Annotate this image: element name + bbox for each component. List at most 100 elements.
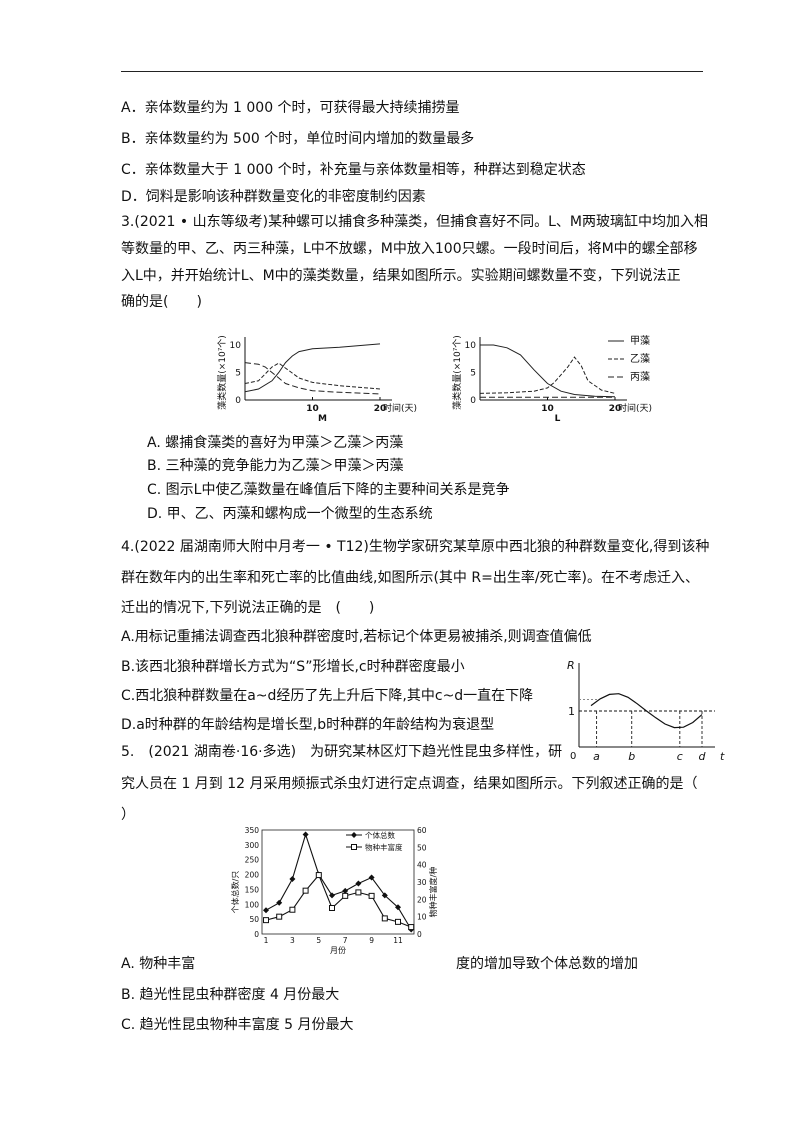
y2-tick-label: 60 xyxy=(417,826,427,835)
y-tick-label: 100 xyxy=(245,900,260,909)
y-tick-label: 0 xyxy=(470,396,476,406)
series-line-1 xyxy=(480,344,616,398)
q3-stem-line: 3.(2021 • 山东等级考)某种螺可以捕食多种藻类，但捕食喜好不同。L、M两… xyxy=(121,214,708,230)
q5-option-a-right: 度的增加导致个体总数的增加 xyxy=(456,956,638,972)
r-curve xyxy=(590,693,703,729)
y-tick-label: 5 xyxy=(470,369,476,379)
series-line-2 xyxy=(479,356,616,394)
q4-stem-line: 群在数年内的出生率和死亡率的比值曲线,如图所示(其中 R=出生率/死亡率)。在不… xyxy=(121,570,699,586)
x-tick-label: c xyxy=(677,750,683,763)
legend-marker-square xyxy=(351,844,357,850)
x-tick-label: 20 xyxy=(374,404,387,414)
legend-label: 丙藻 xyxy=(630,370,650,383)
x-tick-label: 3 xyxy=(290,936,295,945)
y2-axis-label: 物种丰富度/种 xyxy=(428,867,438,918)
y-tick-label: 10 xyxy=(465,341,477,351)
q3-stem-line: 确的是( ) xyxy=(121,294,202,310)
x-axis-label: t xyxy=(720,750,725,763)
y-tick-label: 150 xyxy=(245,885,260,894)
y2-tick-label: 40 xyxy=(417,861,427,870)
y2-tick-label: 50 xyxy=(417,843,427,852)
data-point-individuals xyxy=(368,874,375,881)
y-tick-label: 350 xyxy=(245,826,260,835)
q5-option-c: C. 趋光性昆虫物种丰富度 5 月份最大 xyxy=(121,1017,354,1033)
y2-tick-label: 30 xyxy=(417,878,427,887)
q5-option-a-left: A. 物种丰富 xyxy=(121,956,196,972)
q4-stem-line: 迁出的情况下,下列说法正确的是 ( ) xyxy=(121,600,375,616)
y-axis-label: 个体总数/只 xyxy=(230,871,240,914)
x-axis-label: 时间(天) xyxy=(383,402,417,414)
data-point-richness xyxy=(395,918,401,925)
data-point-richness xyxy=(263,917,269,924)
q5-stem-line: 究人员在 1 月到 12 月采用频振式杀虫灯进行定点调查，结果如图所示。下列叙述… xyxy=(121,776,698,792)
y-tick-label: 0 xyxy=(235,396,241,406)
data-point-individuals xyxy=(395,904,401,911)
plot-frame xyxy=(261,829,415,935)
y2-tick-label: 10 xyxy=(417,913,427,922)
data-point-richness xyxy=(408,924,415,931)
y-tick-label: 250 xyxy=(245,856,260,865)
data-point-richness xyxy=(342,892,349,899)
x-tick-label: a xyxy=(593,750,600,763)
series-line-richness xyxy=(265,874,412,928)
q3-option-b: B. 三种藻的竞争能力为乙藻＞甲藻＞丙藻 xyxy=(147,458,404,474)
q3-option-a: A. 螺捕食藻类的喜好为甲藻＞乙藻＞丙藻 xyxy=(147,435,404,451)
data-point-individuals xyxy=(342,887,349,894)
y-axis-label: R xyxy=(567,659,575,672)
data-point-individuals xyxy=(355,880,362,887)
data-point-individuals xyxy=(263,907,269,914)
x-axis-label: 月份 xyxy=(330,945,346,955)
q4-option-a: A.用标记重捕法调查西北狼种群密度时,若标记个体更易被捕杀,则调查值偏低 xyxy=(121,629,592,645)
data-point-richness xyxy=(329,905,335,911)
q5-stem-line: ） xyxy=(121,807,135,823)
data-point-richness xyxy=(302,887,309,894)
q3-stem-line: 等数量的甲、乙、丙三种藻，L中不放螺，M中放入100只螺。一段时间后，将M中的螺… xyxy=(121,241,698,257)
data-point-richness xyxy=(368,892,375,899)
q5-option-b: B. 趋光性昆虫种群密度 4 月份最大 xyxy=(121,987,340,1003)
data-point-richness xyxy=(381,915,388,922)
x-tick-label: 11 xyxy=(393,936,403,945)
legend-label: 甲藻 xyxy=(630,334,650,347)
data-point-richness xyxy=(315,872,322,879)
data-point-individuals xyxy=(276,899,283,906)
y-tick-label: 200 xyxy=(245,871,260,880)
series-line-individuals xyxy=(265,832,412,930)
q3-stem-line: 入L中，并开始统计L、M中的藻类数量，结果如图所示。实验期间螺数量不变，下列说法… xyxy=(121,268,681,284)
y-tick-label: 1 xyxy=(568,705,575,718)
data-point-richness xyxy=(289,906,296,913)
data-point-individuals xyxy=(289,876,296,883)
y-tick-label: 50 xyxy=(249,915,259,924)
y-tick-label: 10 xyxy=(230,341,242,351)
x-tick-label: 9 xyxy=(369,936,374,945)
x-tick-label: 7 xyxy=(343,936,348,945)
chart-title: M xyxy=(318,414,327,424)
q3-option-c: C. 图示L中使乙藻数量在峰值后下降的主要种间关系是竞争 xyxy=(147,482,510,498)
series-line-3 xyxy=(244,362,381,395)
x-tick-label: 5 xyxy=(316,936,321,945)
chart-title: L xyxy=(555,414,561,424)
y-tick-label: 0 xyxy=(570,751,576,762)
q3-option-d: D. 甲、乙、丙藻和螺构成一个微型的生态系统 xyxy=(147,506,433,522)
header-rule xyxy=(121,71,703,72)
q2-option-b: B．亲体数量约为 500 个时，单位时间内增加的数量最多 xyxy=(121,131,475,147)
data-point-richness xyxy=(276,913,283,920)
q2-option-d: D．饲料是影响该种群数量变化的非密度制约因素 xyxy=(121,189,426,205)
q2-option-c: C．亲体数量大于 1 000 个时，补充量与亲体数量相等，种群达到稳定状态 xyxy=(121,162,586,178)
q4-stem-line: 4.(2022 届湖南师大附中月考一 • T12)生物学家研究某草原中西北狼的种… xyxy=(121,539,710,555)
data-point-richness xyxy=(355,889,362,896)
data-point-individuals xyxy=(381,892,388,899)
x-tick-label: 20 xyxy=(609,404,622,414)
series-line-1 xyxy=(244,343,381,393)
x-tick-label: 10 xyxy=(306,404,319,414)
x-tick-label: b xyxy=(628,750,635,763)
y-tick-label: 5 xyxy=(235,369,241,379)
y-tick-label: 300 xyxy=(245,841,260,850)
q4-option-b: B.该西北狼种群增长方式为“S”形增长,c时种群密度最小 xyxy=(121,659,465,675)
x-axis-label: 时间(天) xyxy=(618,402,652,414)
series-line-2 xyxy=(244,362,381,390)
x-tick-label: 1 xyxy=(264,936,269,945)
q4-option-d: D.a时种群的年龄结构是增长型,b时种群的年龄结构为衰退型 xyxy=(121,717,495,733)
x-tick-label: d xyxy=(699,750,707,763)
